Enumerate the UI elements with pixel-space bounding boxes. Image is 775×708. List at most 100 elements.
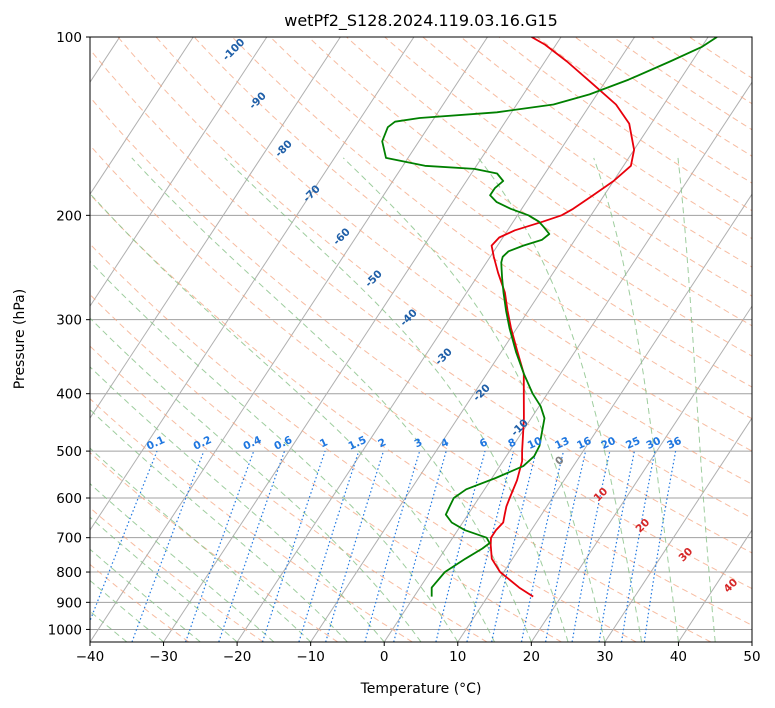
x-tick-label: 30 (596, 649, 613, 665)
moist-adiabat-line (90, 192, 496, 642)
mixing-ratio-line (90, 450, 158, 623)
dry-adiabat-line (90, 144, 752, 626)
mixing-ratio-label: 30 (644, 435, 662, 452)
dry-adiabat-line (422, 37, 752, 268)
x-tick-label: 50 (743, 649, 760, 665)
moist-adiabat-line (342, 157, 606, 642)
plot-frame (89, 36, 753, 643)
isotherm-line (530, 305, 752, 642)
dry-adiabat-line (90, 48, 752, 554)
dry-adiabat-line (231, 37, 752, 420)
isotherm-line (163, 37, 562, 642)
dry-adiabat-line (90, 293, 562, 642)
x-axis-label: Temperature (°C) (360, 681, 482, 697)
mixing-ratio-label: 20 (599, 435, 617, 452)
mixing-ratio-line (643, 450, 677, 642)
moist-adiabat-line (90, 447, 312, 642)
x-tick-label: 20 (523, 649, 540, 665)
mixing-ratio-line (185, 450, 255, 642)
y-tick-label: 100 (56, 30, 82, 46)
x-tick-label: −10 (296, 649, 325, 665)
mixing-ratio-label: 16 (575, 435, 593, 452)
y-tick-label: 900 (56, 595, 82, 611)
isotherm-line (604, 417, 752, 642)
isotherm-line (236, 37, 636, 642)
mixing-ratio-line (520, 450, 565, 642)
mixing-ratio-label: 6 (478, 436, 490, 450)
moist-adiabat-line (90, 548, 201, 642)
mixing-ratio-line (131, 450, 205, 642)
y-tick-label: 600 (56, 491, 82, 507)
x-tick-label: −20 (223, 649, 252, 665)
x-tick-label: −30 (149, 649, 178, 665)
isotherm-line (90, 37, 194, 196)
dry-adiabat-line (90, 96, 752, 590)
y-tick-label: 200 (56, 208, 82, 224)
mixing-ratio-line (325, 450, 385, 642)
isotherm-line (90, 37, 268, 308)
isotherm-line (90, 37, 415, 531)
isotherm-line (678, 529, 752, 642)
isotherm-line (90, 37, 341, 419)
x-tick-label: −40 (76, 649, 105, 665)
background-lines (90, 37, 752, 642)
mixing-ratio-label: 13 (553, 435, 571, 452)
temperature-trace (489, 37, 635, 598)
y-tick-label: 500 (56, 444, 82, 460)
moist-adiabat-line (90, 317, 422, 642)
mixing-ratio-label: 2 (376, 436, 388, 450)
chart-title: wetPf2_S128.2024.119.03.16.G15 (284, 11, 558, 31)
mixing-ratio-label: 10 (526, 435, 544, 452)
y-tick-label: 1000 (48, 622, 82, 638)
dewpoint-trace (381, 37, 718, 597)
isotherm-line (457, 193, 752, 642)
y-tick-label: 300 (56, 313, 82, 329)
mixing-ratio-line (218, 450, 286, 642)
y-tick-label: 400 (56, 387, 82, 403)
y-axis-label: Pressure (hPa) (12, 289, 28, 389)
moist-adiabat-line (224, 157, 569, 642)
dry-adiabat-line (574, 37, 752, 157)
x-tick-label: 10 (449, 649, 466, 665)
moist-adiabat-line (677, 157, 716, 642)
mixing-ratio-line (393, 450, 447, 642)
dry-adiabat-line (460, 37, 752, 240)
isotherm-line (751, 641, 752, 642)
axes: −40 −30 −20 −10 0 10 20 30 40 50 100 200 300 400 500 60… (48, 30, 761, 665)
mixing-ratio-line (298, 450, 360, 642)
mixing-ratio-label: 8 (506, 436, 518, 450)
dry-adiabat-line (498, 37, 752, 212)
dry-adiabat-line (193, 37, 752, 452)
x-tick-label: 40 (670, 649, 687, 665)
dry-adiabat-line (155, 37, 752, 485)
mixing-ratio-line (364, 450, 421, 642)
mixing-ratio-label: 4 (439, 436, 451, 450)
moist-adiabat-line (90, 408, 348, 642)
moist-adiabat-line (90, 579, 164, 642)
mixing-ratio-label: 36 (665, 435, 683, 452)
moist-adiabat-line (593, 157, 679, 642)
y-tick-label: 800 (56, 565, 82, 581)
mixing-ratio-line (491, 450, 537, 642)
mixing-ratio-line (435, 450, 486, 642)
mixing-ratio-line (261, 450, 326, 642)
moist-adiabat-line (90, 366, 385, 642)
dry-adiabat-line (384, 37, 752, 297)
mixing-ratio-label: 25 (624, 435, 642, 452)
dry-adiabat-line (90, 398, 413, 642)
moist-adiabat-line (90, 516, 238, 642)
dry-adiabat-line (90, 243, 637, 642)
moist-adiabat-line (477, 157, 643, 642)
mixing-ratio-label: 3 (413, 436, 425, 450)
mixing-ratio-line (466, 450, 515, 642)
y-tick-label: 700 (56, 531, 82, 547)
dry-adiabat-line (117, 37, 752, 519)
mixing-ratio-label: 1 (318, 436, 330, 450)
moist-adiabat-line (131, 157, 532, 642)
dry-adiabat-line (536, 37, 752, 184)
moist-adiabat-line (90, 260, 459, 642)
sounding-traces (381, 37, 718, 598)
x-tick-label: 0 (380, 649, 389, 665)
isotherm-line (383, 81, 752, 642)
